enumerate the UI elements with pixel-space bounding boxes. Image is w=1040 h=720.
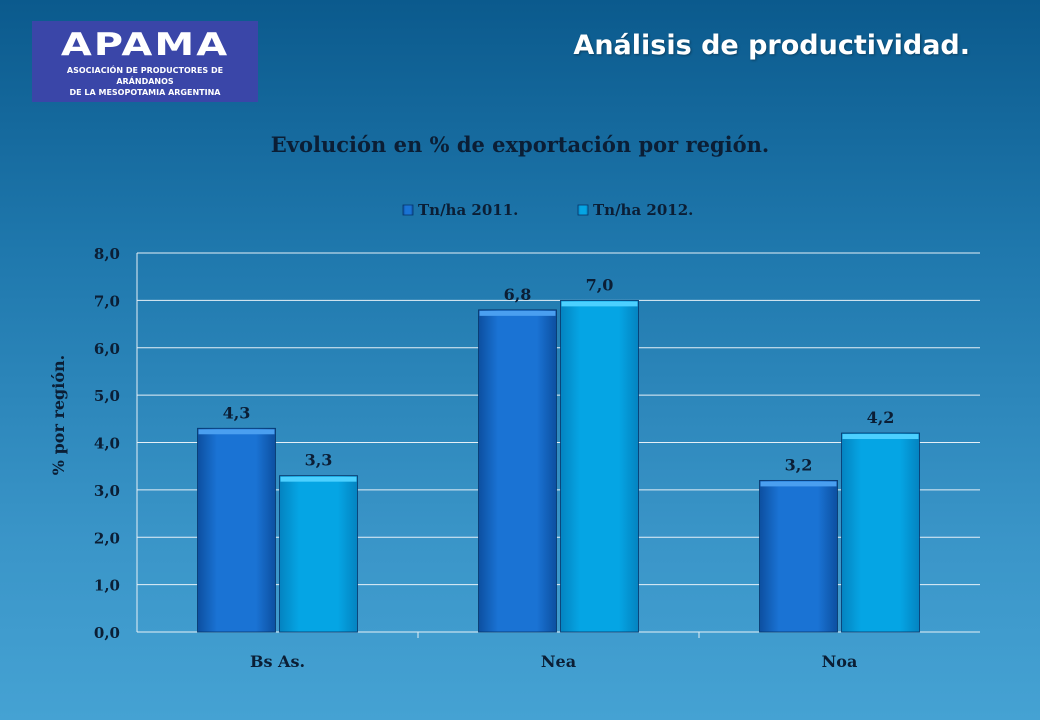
bar-highlight — [842, 434, 919, 440]
y-tick-label: 4,0 — [94, 435, 120, 453]
y-axis-label: % por región. — [49, 355, 68, 475]
x-tick-label: Bs As. — [250, 652, 305, 671]
data-label: 3,3 — [305, 451, 333, 470]
legend-swatch — [402, 204, 414, 216]
apama-logo: APAMA ASOCIACIÓN DE PRODUCTORES DE ARÁND… — [32, 21, 258, 102]
y-tick-label: 3,0 — [94, 482, 120, 500]
chart-title: Evolución en % de exportación por región… — [271, 132, 769, 157]
data-label: 7,0 — [586, 275, 614, 294]
x-tick-label: Noa — [822, 652, 858, 671]
legend-label: Tn/ha 2011. — [418, 201, 518, 219]
bar-highlight — [198, 429, 275, 435]
logo-subtext-line2: DE LA MESOPOTAMIA ARGENTINA — [69, 88, 221, 97]
legend-swatch — [577, 204, 589, 216]
bar — [279, 475, 358, 633]
x-tick-label: Nea — [541, 652, 576, 671]
page-title: Análisis de productividad. — [573, 30, 970, 61]
data-label: 3,2 — [785, 455, 813, 474]
y-tick-label: 0,0 — [94, 624, 120, 642]
bar-highlight — [280, 476, 357, 482]
bar-highlight — [760, 481, 837, 487]
bar-highlight — [561, 301, 638, 307]
y-tick-label: 1,0 — [94, 577, 120, 595]
bar — [560, 299, 639, 633]
logo-subtext-line1: ASOCIACIÓN DE PRODUCTORES DE ARÁNDANOS — [66, 66, 224, 86]
legend-label: Tn/ha 2012. — [593, 201, 693, 219]
logo-mark: APAMA — [60, 27, 230, 63]
y-tick-label: 5,0 — [94, 387, 120, 405]
data-label: 4,3 — [223, 403, 251, 422]
bar — [478, 309, 557, 633]
y-tick-label: 7,0 — [94, 292, 120, 310]
y-tick-label: 2,0 — [94, 529, 120, 547]
data-label: 4,2 — [867, 408, 895, 427]
bar — [759, 479, 838, 633]
data-label: 6,8 — [504, 285, 532, 304]
bar — [841, 432, 920, 633]
y-tick-label: 6,0 — [94, 340, 120, 358]
bar-highlight — [479, 310, 556, 316]
y-tick-label: 8,0 — [94, 245, 120, 263]
bar — [197, 427, 276, 633]
